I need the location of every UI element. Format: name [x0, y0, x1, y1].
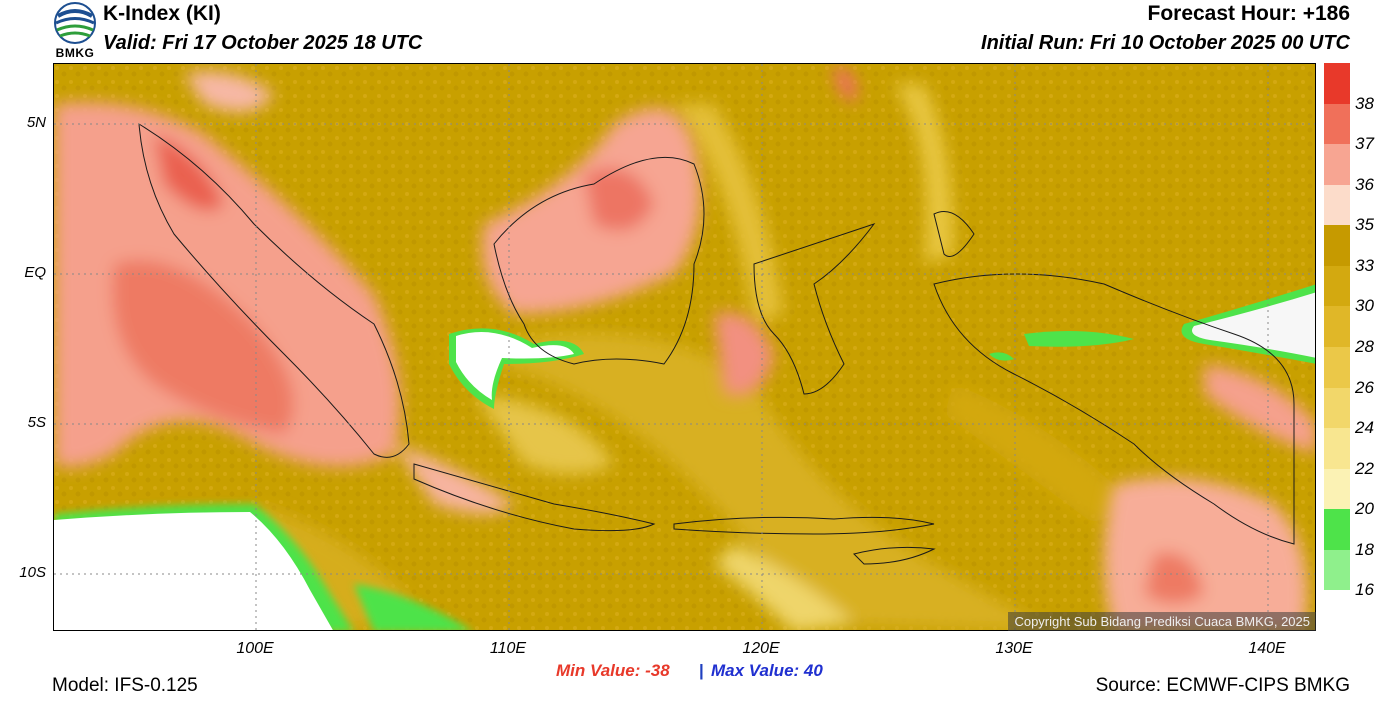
lon-label-110e: 110E [489, 640, 527, 657]
colorbar-swatch [1324, 549, 1350, 591]
model-info: Model: IFS-0.125 [52, 675, 198, 696]
forecast-hour: Forecast Hour: +186 [1147, 2, 1351, 25]
lat-label-5s: 5S [27, 414, 46, 431]
colorbar-label: 26 [1355, 377, 1374, 397]
colorbar [1324, 63, 1350, 632]
colorbar-swatch [1324, 225, 1350, 267]
halmahera-coast [933, 211, 975, 257]
colorbar-swatch [1324, 265, 1350, 307]
colorbar-label: 33 [1355, 255, 1374, 275]
high-value-zones [54, 64, 1315, 630]
k-index-map [53, 63, 1316, 631]
java-coast [413, 463, 656, 532]
bmkg-emblem-icon [54, 2, 96, 44]
lesser-sunda-coast [673, 516, 935, 535]
papua-coast [933, 273, 1295, 545]
colorbar-swatch [1324, 387, 1350, 429]
colorbar-label: 30 [1355, 296, 1374, 316]
lon-label-140e: 140E [1248, 640, 1286, 657]
timor-coast [853, 546, 936, 565]
sulawesi-coast [753, 223, 876, 395]
colorbar-label: 22 [1355, 458, 1374, 478]
colorbar-swatch [1324, 103, 1350, 145]
lon-label-100e: 100E [236, 640, 274, 657]
grid-lines [54, 64, 1315, 630]
min-value: Min Value: -38 [556, 661, 670, 680]
colorbar-label: 24 [1355, 418, 1374, 438]
colorbar-swatch [1324, 468, 1350, 510]
map-title: K-Index (KI) [103, 2, 221, 25]
colorbar-swatch [1324, 347, 1350, 389]
lat-label-5n: 5N [26, 114, 46, 131]
colorbar-label: 20 [1355, 499, 1374, 519]
colorbar-swatch [1324, 63, 1350, 105]
colorbar-swatch [1324, 509, 1350, 551]
minmax-separator: | [699, 661, 704, 680]
map-field [54, 64, 1315, 630]
colorbar-label: 36 [1355, 174, 1374, 194]
colorbar-label: 35 [1355, 215, 1374, 235]
max-value: Max Value: 40 [711, 661, 823, 680]
colorbar-swatch [1324, 144, 1350, 186]
initial-run: Initial Run: Fri 10 October 2025 00 UTC [981, 32, 1350, 54]
sumatra-coast [138, 123, 410, 458]
copyright-note: Copyright Sub Bidang Prediksi Cuaca BMKG… [1008, 612, 1316, 631]
logo-text: BMKG [55, 46, 95, 60]
colorbar-label: 16 [1355, 580, 1374, 600]
colorbar-swatch [1324, 590, 1350, 632]
colorbar-label: 38 [1355, 93, 1374, 113]
colorbar-label: 37 [1355, 134, 1374, 154]
colorbar-swatch [1324, 428, 1350, 470]
colorbar-label: 28 [1355, 337, 1374, 356]
lon-label-120e: 120E [742, 640, 780, 657]
lon-label-130e: 130E [995, 640, 1033, 657]
lat-label-10s: 10S [19, 564, 46, 581]
colorbar-swatch [1324, 306, 1350, 348]
valid-time: Valid: Fri 17 October 2025 18 UTC [103, 32, 423, 54]
borneo-coast [493, 156, 705, 365]
colorbar-swatch [1324, 184, 1350, 226]
colorbar-label: 18 [1355, 539, 1374, 559]
source-info: Source: ECMWF-CIPS BMKG [1095, 675, 1350, 696]
bmkg-logo: BMKG [52, 2, 98, 60]
low-value-zones [54, 284, 1315, 630]
coastlines [138, 123, 1295, 565]
lat-label-eq: EQ [24, 264, 46, 281]
